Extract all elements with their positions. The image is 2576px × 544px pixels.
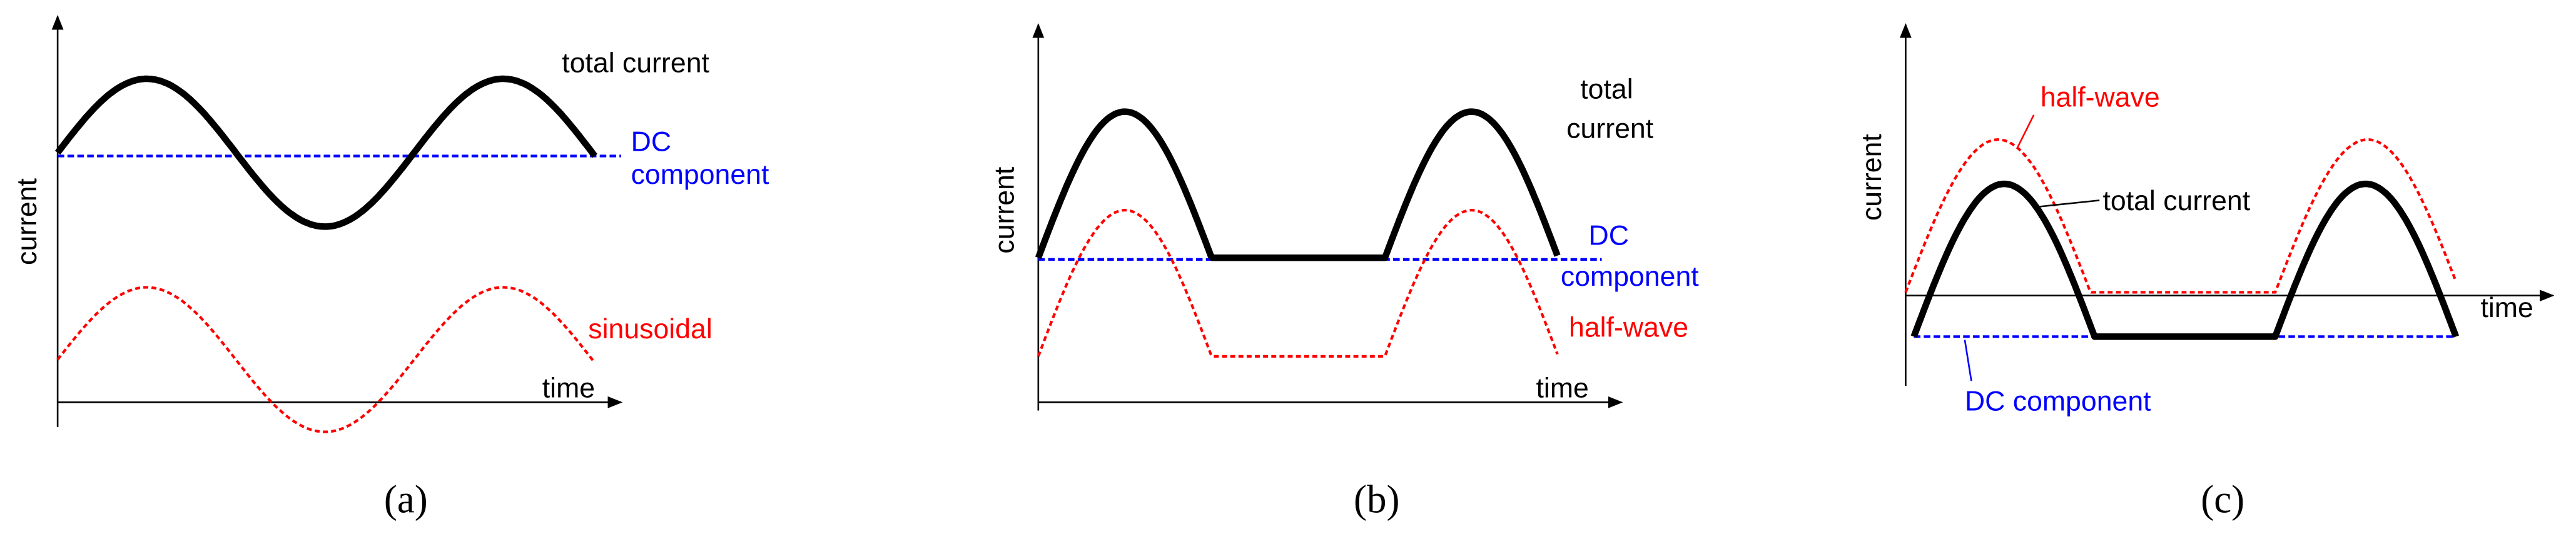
caption: (a) [384,477,428,521]
annotation: component [1561,261,1699,292]
annotation: current [1566,114,1653,144]
x-label: time [542,373,595,403]
annotation: total current [562,48,709,79]
half-wave-curve [1904,138,2458,294]
annotation: DC [1589,220,1629,251]
annotation: half-wave [2041,83,2160,113]
annotation: sinusoidal [588,314,712,345]
annotation: total [1580,74,1633,105]
leader-line [1964,340,1972,381]
y-label: current [989,166,1020,253]
y-label: current [1857,134,1887,221]
annotation: DC component [1965,386,2151,417]
total-current-curve [1910,180,2460,340]
annotation: total current [2103,186,2251,216]
sinusoidal-curve [56,286,596,433]
y-label: current [12,178,43,264]
panel-a: current time total current DC component … [12,14,769,521]
half-wave-curve [1037,209,1559,358]
total-current-curve [54,75,597,230]
panel-b: current time total current DC component … [989,23,1699,521]
annotation: component [631,159,769,190]
total-current-curve [1035,108,1561,261]
panel-c: current time half-wave total current DC … [1857,23,2555,521]
caption: (b) [1354,477,1399,521]
leader-line [2037,199,2100,208]
leader-line [2016,114,2035,148]
caption: (c) [2201,477,2244,521]
x-label: time [1536,373,1589,403]
annotation: DC [631,127,671,158]
x-label: time [2480,293,2533,323]
annotation: half-wave [1569,312,1688,343]
